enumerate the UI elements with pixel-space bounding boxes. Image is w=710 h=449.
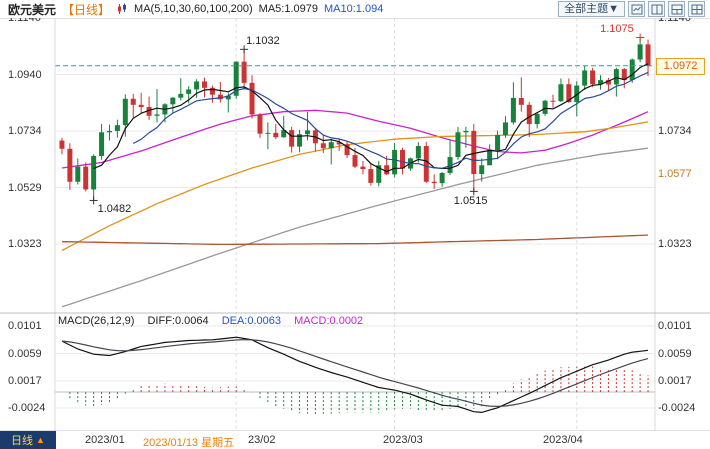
indicator-icon[interactable]	[116, 3, 128, 15]
timeframe-selector[interactable]: 日线 ▲	[0, 431, 56, 449]
date-label: 2023/03	[383, 434, 423, 446]
time-axis-bar: 日线 ▲ 2023/01 2023/01/13 星期五 23/02 2023/0…	[0, 431, 710, 449]
price-axis-right-label: 1.0323	[658, 238, 692, 251]
ma5-value: MA5:1.0979	[258, 3, 318, 15]
layout-three-pane-icon	[671, 4, 682, 14]
macd-diff-value: DIFF:0.0064	[147, 315, 209, 327]
price-axis-left-label: 1.0323	[8, 238, 42, 251]
date-label: 2023/04	[543, 434, 583, 446]
macd-axis-left-label: 0.0059	[8, 347, 42, 360]
annotation-low2: 1.0515	[453, 195, 488, 208]
price-axis-left-label: 1.0529	[8, 181, 42, 194]
macd-axis-left-label: 0.0017	[8, 374, 42, 387]
macd-axis-right-label: 0.0101	[658, 320, 692, 333]
layout-single-icon	[631, 4, 642, 14]
selected-date-label: 2023/01/13 星期五	[143, 437, 235, 449]
theme-selector-button[interactable]: 全部主题▼	[558, 1, 625, 17]
price-axis-left-label: 1.0940	[8, 68, 42, 81]
timeframe-label: 日线	[11, 435, 34, 447]
date-label: 23/02	[248, 434, 276, 446]
price-axis-right-ref-label: 1.0577	[658, 168, 692, 181]
ma10-value: MA10:1.094	[324, 3, 384, 15]
date-label: 2023/01	[85, 434, 125, 446]
layout-2-button[interactable]	[648, 1, 665, 17]
candlestick-icon	[118, 3, 127, 14]
annotation-high2: 1.1075	[600, 22, 634, 35]
layout-two-pane-icon	[651, 4, 662, 14]
header-toolbar: 全部主题▼	[558, 1, 710, 17]
macd-dea-value: DEA:0.0063	[221, 315, 282, 327]
price-axis-right-label: 1.0734	[658, 125, 692, 138]
layout-1-button[interactable]	[628, 1, 645, 17]
layout-3-button[interactable]	[668, 1, 685, 17]
macd-axis-left-label: -0.0024	[8, 401, 46, 414]
macd-axis-right-label: 0.0017	[658, 374, 692, 387]
chart-header: 欧元美元 【日线】 MA(5,10,30,60,100,200) MA5:1.0…	[0, 0, 710, 18]
annotation-low1: 1.0482	[97, 203, 132, 216]
macd-axis-right-label: -0.0024	[658, 401, 696, 414]
ma-settings-label[interactable]: MA(5,10,30,60,100,200)	[134, 3, 253, 15]
layout-4-button[interactable]	[688, 1, 705, 17]
layout-grid-icon	[691, 4, 702, 14]
macd-axis-left-label: 0.0101	[8, 320, 42, 333]
macd-settings-label[interactable]: MACD(26,12,9)	[58, 315, 135, 327]
price-axis-left-label: 1.0734	[8, 125, 42, 138]
annotation-high1: 1.1032	[246, 35, 280, 48]
macd-macd-value: MACD:0.0002	[294, 315, 364, 327]
period-tag: 【日线】	[62, 2, 111, 17]
macd-axis-right-label: 0.0059	[658, 347, 692, 360]
macd-header: MACD(26,12,9) DIFF:0.0064 DEA:0.0063 MAC…	[58, 315, 373, 327]
symbol-title: 欧元美元	[8, 2, 57, 17]
current-price-label: 1.0972	[656, 57, 705, 75]
timeframe-arrow-icon: ▲	[36, 435, 45, 445]
